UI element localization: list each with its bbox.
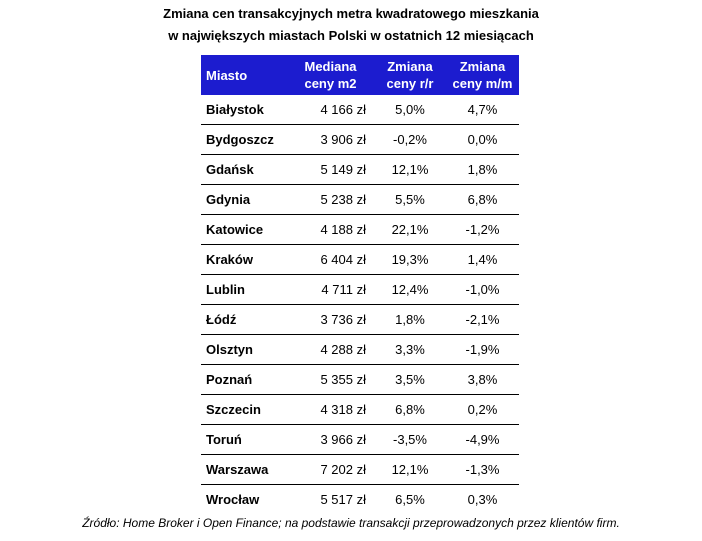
header-yoy-line2: ceny r/r: [386, 76, 434, 91]
city-cell: Łódź: [201, 304, 287, 335]
yoy-change-cell: 1,8%: [374, 304, 446, 335]
city-cell: Toruń: [201, 424, 287, 455]
table-row: Szczecin 4 318 zł 6,8% 0,2%: [201, 394, 519, 425]
yoy-change-cell: 19,3%: [374, 244, 446, 275]
table-row: Toruń 3 966 zł -3,5% -4,9%: [201, 424, 519, 455]
city-cell: Warszawa: [201, 454, 287, 485]
header-city-label: Miasto: [206, 67, 248, 83]
mom-change-cell: 6,8%: [446, 184, 519, 215]
mom-change-cell: 4,7%: [446, 95, 519, 125]
yoy-change-cell: 3,5%: [374, 364, 446, 395]
city-cell: Bydgoszcz: [201, 124, 287, 155]
city-cell: Olsztyn: [201, 334, 287, 365]
median-price-cell: 4 318 zł: [287, 394, 374, 425]
yoy-change-cell: 6,8%: [374, 394, 446, 425]
mom-change-cell: 1,8%: [446, 154, 519, 185]
header-mom: Zmiana ceny m/m: [446, 55, 519, 95]
median-price-cell: 3 966 zł: [287, 424, 374, 455]
median-price-cell: 4 166 zł: [287, 95, 374, 125]
table-row: Wrocław 5 517 zł 6,5% 0,3%: [201, 485, 519, 515]
city-cell: Lublin: [201, 274, 287, 305]
table-body: Białystok 4 166 zł 5,0% 4,7% Bydgoszcz 3 906 …: [201, 95, 519, 514]
header-city: Miasto: [201, 55, 287, 95]
median-price-cell: 4 711 zł: [287, 274, 374, 305]
median-price-cell: 7 202 zł: [287, 454, 374, 485]
city-cell: Wrocław: [206, 491, 260, 507]
table-row: Gdynia 5 238 zł 5,5% 6,8%: [201, 184, 519, 215]
city-cell: Poznań: [201, 364, 287, 395]
city-cell: Kraków: [201, 244, 287, 275]
yoy-change-cell: 22,1%: [374, 214, 446, 245]
city-cell: Gdańsk: [201, 154, 287, 185]
mom-change-cell: -1,2%: [446, 214, 519, 245]
table-row: Kraków 6 404 zł 19,3% 1,4%: [201, 244, 519, 275]
mom-change-cell: -2,1%: [446, 304, 519, 335]
yoy-change-cell: 5,0%: [374, 95, 446, 125]
median-price-cell: 5 355 zł: [287, 364, 374, 395]
yoy-change-cell: -0,2%: [374, 124, 446, 155]
table-row: Lublin 4 711 zł 12,4% -1,0%: [201, 274, 519, 305]
median-price-cell: 5 149 zł: [287, 154, 374, 185]
city-cell: Szczecin: [201, 394, 287, 425]
mom-change-cell: -1,9%: [446, 334, 519, 365]
table-row: Bydgoszcz 3 906 zł -0,2% 0,0%: [201, 124, 519, 155]
title-line-2: w największych miastach Polski w ostatni…: [168, 28, 534, 43]
yoy-change-cell: 12,1%: [374, 454, 446, 485]
table-row: Katowice 4 188 zł 22,1% -1,2%: [201, 214, 519, 245]
price-table: Miasto Mediana ceny m2 Zmiana ceny r/r Zmi…: [201, 55, 519, 514]
city-cell: Białystok: [201, 95, 287, 125]
mom-change-cell: 0,0%: [446, 124, 519, 155]
table-row: Białystok 4 166 zł 5,0% 4,7%: [201, 95, 519, 125]
mom-change-cell: 1,4%: [446, 244, 519, 275]
yoy-change-cell: 12,1%: [374, 154, 446, 185]
table-row: Warszawa 7 202 zł 12,1% -1,3%: [201, 454, 519, 485]
mom-change-cell: -1,0%: [446, 274, 519, 305]
yoy-change-cell: 12,4%: [374, 274, 446, 305]
median-price-cell: 4 188 zł: [287, 214, 374, 245]
yoy-change-cell: -3,5%: [374, 424, 446, 455]
header-yoy-line1: Zmiana: [387, 59, 433, 74]
table-row: Olsztyn 4 288 zł 3,3% -1,9%: [201, 334, 519, 365]
median-price-cell: 3 906 zł: [287, 124, 374, 155]
yoy-change-cell: 5,5%: [374, 184, 446, 215]
mom-change-cell: 3,8%: [446, 364, 519, 395]
median-price-cell: 5 238 zł: [287, 184, 374, 215]
header-yoy: Zmiana ceny r/r: [374, 55, 446, 95]
table-header-row: Miasto Mediana ceny m2 Zmiana ceny r/r Zmi…: [201, 55, 519, 95]
title-line-1: Zmiana cen transakcyjnych metra kwadrato…: [163, 6, 539, 21]
yoy-change-cell: 3,3%: [374, 334, 446, 365]
table-row: Poznań 5 355 zł 3,5% 3,8%: [201, 364, 519, 395]
city-cell: Gdynia: [201, 184, 287, 215]
yoy-change-cell: 6,5%: [395, 491, 425, 507]
table-row: Łódź 3 736 zł 1,8% -2,1%: [201, 304, 519, 335]
header-median-line2: ceny m2: [304, 76, 357, 91]
city-cell: Katowice: [201, 214, 287, 245]
mom-change-cell: -1,3%: [446, 454, 519, 485]
median-price-cell: 5 517 zł: [320, 491, 366, 507]
table-row: Gdańsk 5 149 zł 12,1% 1,8%: [201, 154, 519, 185]
median-price-cell: 3 736 zł: [287, 304, 374, 335]
mom-change-cell: 0,3%: [467, 491, 498, 507]
header-mom-line2: ceny m/m: [452, 76, 513, 91]
header-median: Mediana ceny m2: [287, 55, 374, 95]
header-mom-line1: Zmiana: [459, 59, 506, 74]
median-price-cell: 4 288 zł: [287, 334, 374, 365]
mom-change-cell: -4,9%: [446, 424, 519, 455]
mom-change-cell: 0,2%: [446, 394, 519, 425]
header-median-line1: Mediana: [304, 59, 357, 74]
median-price-cell: 6 404 zł: [287, 244, 374, 275]
source-note: Źródło: Home Broker i Open Finance; na p…: [82, 516, 620, 530]
